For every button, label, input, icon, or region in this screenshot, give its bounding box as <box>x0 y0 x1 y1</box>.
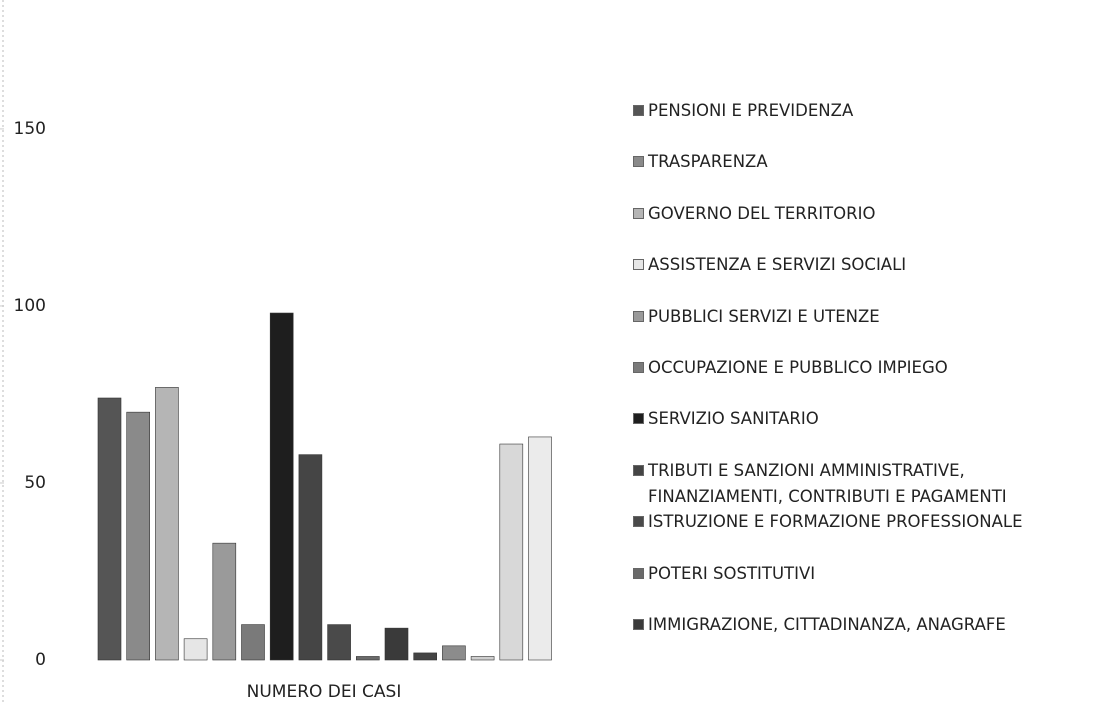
legend-label: SERVIZIO SANITARIO <box>648 409 819 429</box>
legend-entry: POTERI SOSTITUTIVI <box>633 561 1093 587</box>
legend-entry: OCCUPAZIONE E PUBBLICO IMPIEGO <box>633 355 1093 381</box>
bar <box>126 411 150 661</box>
legend-entry: SERVIZIO SANITARIO <box>633 406 1093 432</box>
legend-label: TRASPARENZA <box>648 152 768 172</box>
legend-entry: PENSIONI E PREVIDENZA <box>633 98 1093 124</box>
legend-swatch <box>633 619 644 630</box>
bar <box>499 443 524 661</box>
bar <box>327 624 351 661</box>
bar <box>442 645 466 661</box>
legend-swatch <box>633 259 644 271</box>
y-tick-label: 0 <box>35 650 46 670</box>
legend-label: PUBBLICI SERVIZI E UTENZE <box>648 306 880 326</box>
legend-swatch <box>633 413 644 425</box>
bar <box>470 656 495 661</box>
legend-entry: ASSISTENZA E SERVIZI SOCIALI <box>633 252 1093 278</box>
legend-swatch <box>633 105 644 116</box>
legend-swatch <box>633 207 644 219</box>
legend-swatch <box>633 516 644 528</box>
bar <box>155 387 179 661</box>
legend-label: OCCUPAZIONE E PUBBLICO IMPIEGO <box>648 358 948 377</box>
legend-swatch <box>633 464 644 476</box>
y-tick-label: 100 <box>14 296 46 316</box>
legend-label: PENSIONI E PREVIDENZA <box>648 101 854 120</box>
bar <box>241 624 265 661</box>
bar <box>183 638 208 661</box>
legend-swatch <box>633 156 644 168</box>
legend-label: IMMIGRAZIONE, CITTADINANZA, ANAGRAFE <box>648 615 1006 634</box>
y-tick-label: 150 <box>14 119 46 139</box>
legend-swatch <box>633 310 644 322</box>
bar <box>384 627 409 661</box>
bar <box>355 656 380 661</box>
legend-label: TRIBUTI E SANZIONI AMMINISTRATIVE, FINAN… <box>648 460 1007 506</box>
legend-swatch <box>633 567 644 579</box>
legend-label: ISTRUZIONE E FORMAZIONE PROFESSIONALE <box>648 512 1023 532</box>
bar <box>298 454 323 661</box>
legend-entry: GOVERNO DEL TERRITORIO <box>633 201 1093 227</box>
bar <box>97 397 122 661</box>
bar <box>528 436 552 661</box>
legend-label: POTERI SOSTITUTIVI <box>648 563 816 583</box>
legend-entry: ISTRUZIONE E FORMAZIONE PROFESSIONALE <box>633 509 1093 535</box>
legend-label: GOVERNO DEL TERRITORIO <box>648 203 876 223</box>
bar <box>269 312 294 661</box>
legend-entry: PUBBLICI SERVIZI E UTENZE <box>633 304 1093 330</box>
legend-entry: TRIBUTI E SANZIONI AMMINISTRATIVE, FINAN… <box>633 458 1093 510</box>
bar <box>413 652 438 661</box>
x-tick-label: NUMERO DEI CASI <box>247 682 402 702</box>
legend-label: ASSISTENZA E SERVIZI SOCIALI <box>648 255 907 275</box>
legend-entry: IMMIGRAZIONE, CITTADINANZA, ANAGRAFE <box>633 612 1093 638</box>
legend-swatch <box>633 362 644 373</box>
legend-entry: TRASPARENZA <box>633 149 1093 175</box>
bar <box>212 542 237 661</box>
y-tick-label: 50 <box>24 473 46 493</box>
